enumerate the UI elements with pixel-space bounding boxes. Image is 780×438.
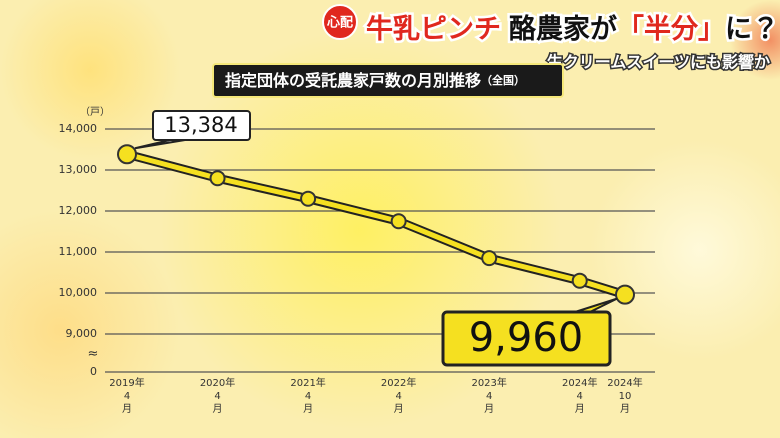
callout-box [441, 310, 612, 367]
x-tick-label: 2020年 [200, 376, 235, 389]
x-tick-label: 4 [577, 391, 583, 402]
x-tick-label: 月 [484, 403, 494, 415]
x-tick-label: 4 [486, 391, 492, 402]
point [300, 190, 317, 207]
x-tick-label: 4 [395, 391, 401, 402]
chart-title-main: 指定団体の受託農家戸数の月別推移 [225, 71, 481, 90]
x-tick-label: 2022年 [381, 376, 416, 389]
y-tick-label: 9,000 [66, 327, 98, 340]
point [390, 213, 407, 230]
y-tick-label: 0 [90, 365, 97, 378]
headline-part: に？ [725, 14, 779, 45]
point [117, 144, 137, 165]
x-tick-label: 2021年 [290, 376, 325, 389]
x-tick-label: 4 [305, 391, 311, 402]
y-tick-label: 13,000 [59, 163, 98, 176]
y-tick-label: 14,000 [59, 122, 98, 135]
headline-part: 牛乳ピンチ [366, 14, 501, 45]
chart-title: 指定団体の受託農家戸数の月別推移（全国） [225, 71, 525, 90]
headline-part: 「半分」 [617, 13, 725, 45]
chart-title-box [212, 63, 564, 98]
axis-break: ≈ [88, 347, 99, 362]
callout-box [152, 110, 251, 141]
callout-pointer [134, 139, 186, 150]
x-tick-label: 月 [122, 403, 132, 415]
badge-circle [322, 4, 358, 40]
chart-title-note: （全国） [481, 73, 525, 87]
point [209, 170, 226, 187]
x-tick-label: 月 [213, 403, 223, 415]
x-tick-label: 4 [214, 391, 220, 402]
point [615, 284, 635, 305]
y-tick-label: 12,000 [59, 204, 98, 217]
x-tick-label: 10 [619, 391, 632, 402]
x-tick-label: 月 [575, 403, 585, 415]
y-tick-label: 11,000 [59, 245, 98, 258]
badge: 心配 [326, 15, 353, 31]
value-label: 13,384 [164, 113, 237, 137]
value-label: 9,960 [469, 315, 584, 361]
callout-pointer [574, 297, 618, 313]
point [571, 272, 588, 289]
x-tick-label: 月 [394, 403, 404, 415]
subtitle: 生クリームスイーツにも影響か [547, 53, 770, 72]
y-tick-label: 10,000 [59, 286, 98, 299]
x-tick-label: 月 [303, 403, 313, 415]
point [481, 250, 498, 267]
x-tick-label: 月 [620, 403, 630, 415]
headline-part: 酪農家が [509, 13, 617, 45]
x-tick-label: 2019年 [109, 376, 144, 389]
line [126, 151, 626, 298]
x-tick-label: 2024年 [607, 376, 642, 389]
x-tick-label: 2023年 [471, 376, 506, 389]
y-unit: （戸） [80, 106, 110, 118]
x-tick-label: 4 [124, 391, 130, 402]
headline: 牛乳ピンチ 酪農家が「半分」に？ [366, 13, 779, 45]
x-tick-label: 2024年 [562, 376, 597, 389]
